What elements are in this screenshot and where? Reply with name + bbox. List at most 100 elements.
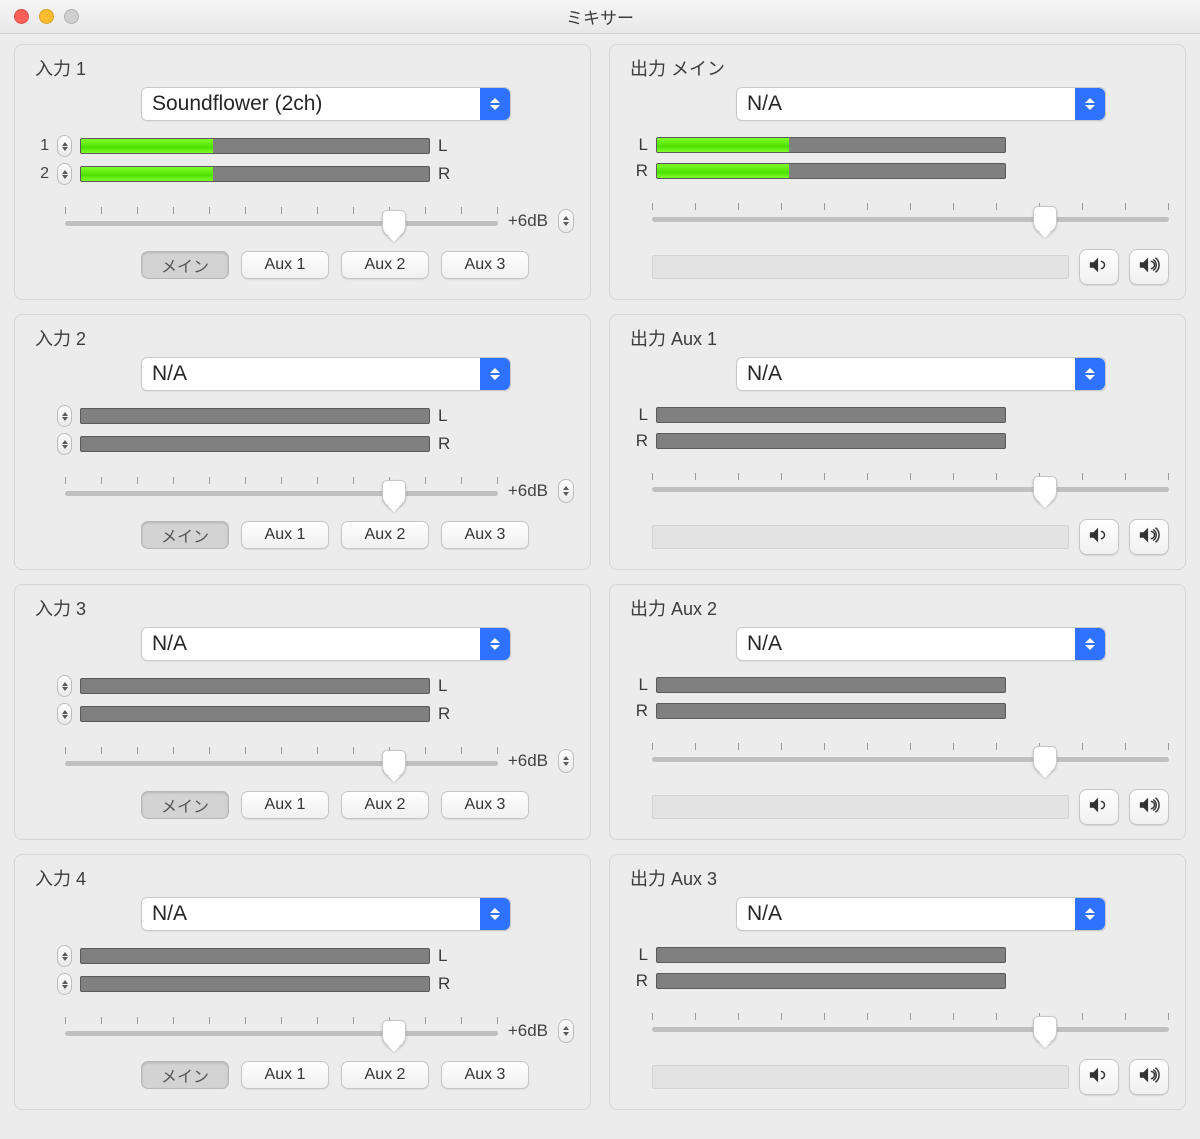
gain-label: +6dB bbox=[508, 1021, 548, 1041]
volume-low-button[interactable] bbox=[1079, 249, 1119, 285]
channel-stepper[interactable] bbox=[57, 163, 72, 185]
bus-button[interactable]: メイン bbox=[141, 1061, 229, 1089]
gain-label: +6dB bbox=[508, 751, 548, 771]
input-panel: 入力 1 Soundflower (2ch) 1 L 2 R bbox=[14, 44, 591, 300]
output-slider[interactable] bbox=[652, 203, 1169, 231]
bus-button[interactable]: Aux 1 bbox=[241, 251, 329, 279]
output-panel: 出力 Aux 1 N/A L R bbox=[609, 314, 1186, 570]
output-controls bbox=[626, 519, 1169, 555]
meter-row: L bbox=[630, 405, 1169, 425]
gain-slider-row: +6dB bbox=[31, 477, 574, 505]
channel-label: L bbox=[438, 676, 458, 696]
speaker-high-icon bbox=[1138, 254, 1160, 281]
device-dropdown[interactable]: N/A bbox=[141, 627, 511, 661]
output-slider-row bbox=[626, 203, 1169, 231]
output-slider[interactable] bbox=[652, 1013, 1169, 1041]
speaker-high-icon bbox=[1138, 794, 1160, 821]
channel-label: R bbox=[438, 434, 458, 454]
titlebar: ミキサー bbox=[0, 0, 1200, 34]
gain-stepper[interactable] bbox=[558, 749, 574, 773]
channel-stepper[interactable] bbox=[57, 703, 72, 725]
channel-stepper[interactable] bbox=[57, 973, 72, 995]
dropdown-arrows-icon bbox=[1075, 628, 1105, 660]
device-dropdown[interactable]: N/A bbox=[736, 627, 1106, 661]
gain-slider-row: +6dB bbox=[31, 207, 574, 235]
device-dropdown[interactable]: N/A bbox=[736, 897, 1106, 931]
device-dropdown[interactable]: Soundflower (2ch) bbox=[141, 87, 511, 121]
bus-button[interactable]: Aux 2 bbox=[341, 1061, 429, 1089]
volume-high-button[interactable] bbox=[1129, 249, 1169, 285]
bus-button[interactable]: Aux 3 bbox=[441, 521, 529, 549]
bus-buttons: メイン Aux 1 Aux 2 Aux 3 bbox=[31, 251, 574, 279]
device-dropdown[interactable]: N/A bbox=[736, 87, 1106, 121]
channel-label: R bbox=[438, 164, 458, 184]
volume-low-button[interactable] bbox=[1079, 519, 1119, 555]
volume-high-button[interactable] bbox=[1129, 519, 1169, 555]
speaker-low-icon bbox=[1088, 794, 1110, 821]
channel-stepper[interactable] bbox=[57, 433, 72, 455]
gain-stepper[interactable] bbox=[558, 1019, 574, 1043]
bus-button[interactable]: Aux 3 bbox=[441, 1061, 529, 1089]
volume-low-button[interactable] bbox=[1079, 1059, 1119, 1095]
gain-slider[interactable] bbox=[65, 207, 498, 235]
meter-row: R bbox=[630, 971, 1169, 991]
level-meter bbox=[656, 137, 1006, 153]
bus-button[interactable]: メイン bbox=[141, 791, 229, 819]
volume-high-button[interactable] bbox=[1129, 789, 1169, 825]
speaker-high-icon bbox=[1138, 1064, 1160, 1091]
gain-slider[interactable] bbox=[65, 747, 498, 775]
device-dropdown[interactable]: N/A bbox=[736, 357, 1106, 391]
gain-slider[interactable] bbox=[65, 477, 498, 505]
meters: L R bbox=[626, 675, 1169, 721]
channel-stepper[interactable] bbox=[57, 135, 72, 157]
bus-button[interactable]: Aux 1 bbox=[241, 521, 329, 549]
dropdown-arrows-icon bbox=[480, 628, 510, 660]
output-slider[interactable] bbox=[652, 473, 1169, 501]
bus-button[interactable]: Aux 2 bbox=[341, 251, 429, 279]
channel-stepper[interactable] bbox=[57, 945, 72, 967]
panel-title: 出力 Aux 3 bbox=[626, 865, 1169, 891]
channel-stepper[interactable] bbox=[57, 405, 72, 427]
input-panel: 入力 4 N/A L R + bbox=[14, 854, 591, 1110]
volume-low-button[interactable] bbox=[1079, 789, 1119, 825]
output-progress bbox=[652, 1065, 1069, 1089]
bus-button[interactable]: Aux 2 bbox=[341, 791, 429, 819]
speaker-low-icon bbox=[1088, 254, 1110, 281]
panel-title: 入力 3 bbox=[31, 595, 574, 621]
device-dropdown[interactable]: N/A bbox=[141, 357, 511, 391]
bus-button[interactable]: メイン bbox=[141, 521, 229, 549]
meters: L R bbox=[31, 945, 574, 995]
output-progress bbox=[652, 255, 1069, 279]
device-dropdown[interactable]: N/A bbox=[141, 897, 511, 931]
channel-label: R bbox=[630, 161, 648, 181]
gain-stepper[interactable] bbox=[558, 479, 574, 503]
gain-slider[interactable] bbox=[65, 1017, 498, 1045]
channel-label: L bbox=[438, 946, 458, 966]
bus-buttons: メイン Aux 1 Aux 2 Aux 3 bbox=[31, 521, 574, 549]
channel-stepper[interactable] bbox=[57, 675, 72, 697]
meter-row: L bbox=[630, 135, 1169, 155]
level-meter bbox=[80, 948, 430, 964]
bus-button[interactable]: Aux 1 bbox=[241, 1061, 329, 1089]
output-panel: 出力 Aux 3 N/A L R bbox=[609, 854, 1186, 1110]
volume-high-button[interactable] bbox=[1129, 1059, 1169, 1095]
output-panel: 出力 メイン N/A L R bbox=[609, 44, 1186, 300]
bus-button[interactable]: メイン bbox=[141, 251, 229, 279]
bus-button[interactable]: Aux 1 bbox=[241, 791, 329, 819]
input-panel: 入力 2 N/A L R + bbox=[14, 314, 591, 570]
channel-label: L bbox=[438, 136, 458, 156]
bus-button[interactable]: Aux 3 bbox=[441, 251, 529, 279]
level-meter bbox=[80, 138, 430, 154]
bus-button[interactable]: Aux 3 bbox=[441, 791, 529, 819]
level-meter bbox=[656, 433, 1006, 449]
panel-title: 出力 Aux 2 bbox=[626, 595, 1169, 621]
level-meter bbox=[80, 166, 430, 182]
gain-stepper[interactable] bbox=[558, 209, 574, 233]
output-slider[interactable] bbox=[652, 743, 1169, 771]
level-meter bbox=[80, 436, 430, 452]
bus-button[interactable]: Aux 2 bbox=[341, 521, 429, 549]
panel-title: 入力 2 bbox=[31, 325, 574, 351]
panel-title: 出力 Aux 1 bbox=[626, 325, 1169, 351]
dropdown-arrows-icon bbox=[1075, 358, 1105, 390]
meter-row: L bbox=[630, 945, 1169, 965]
